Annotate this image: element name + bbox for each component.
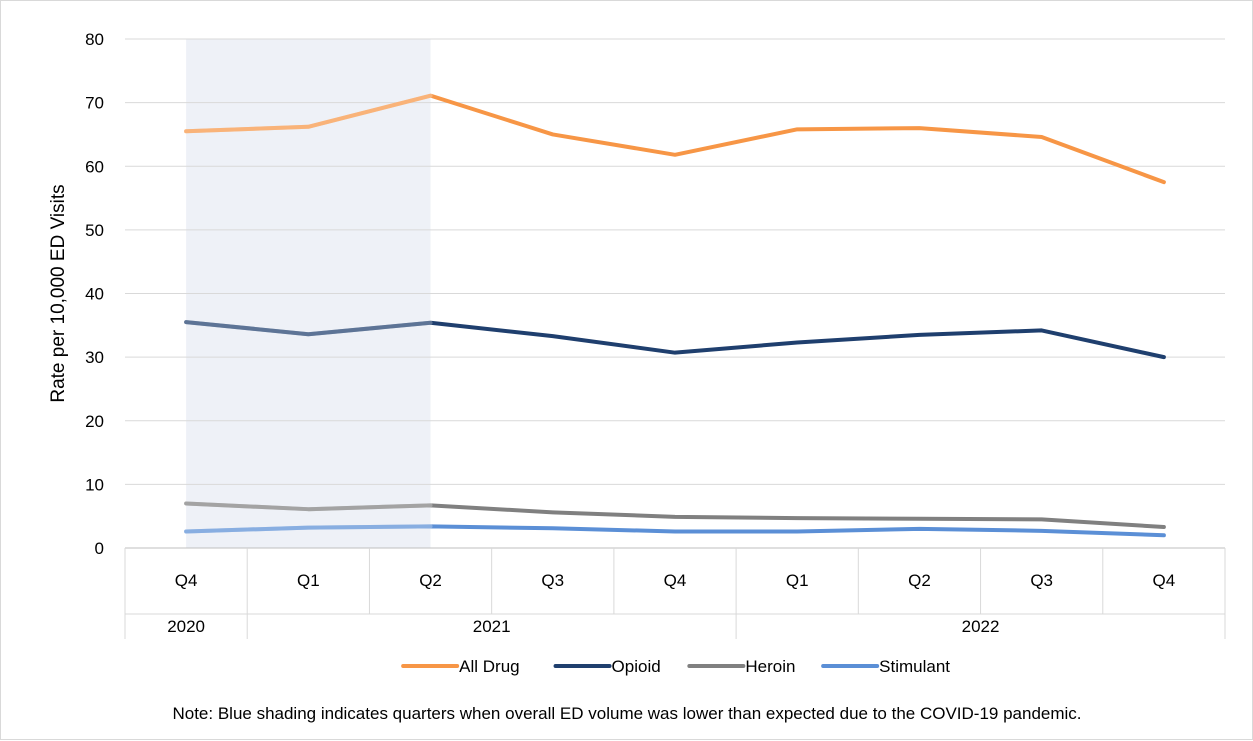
legend-item: Stimulant — [823, 657, 950, 676]
y-tick-label: 0 — [95, 539, 104, 558]
y-tick-label: 70 — [85, 94, 104, 113]
x-tick-label: Q4 — [1153, 571, 1176, 590]
x-tick-label: Q4 — [664, 571, 687, 590]
y-axis-label: Rate per 10,000 ED Visits — [48, 184, 69, 402]
x-year-label: 2020 — [167, 617, 205, 636]
y-tick-labels: 0 10 20 30 40 50 60 70 80 — [85, 30, 104, 558]
legend-label: Stimulant — [879, 657, 950, 676]
x-tick-label: Q4 — [175, 571, 198, 590]
x-year-label: 2022 — [962, 617, 1000, 636]
legend-item: Opioid — [556, 657, 661, 676]
y-tick-label: 10 — [85, 475, 104, 494]
legend-label: Heroin — [745, 657, 795, 676]
legend-item: All Drug — [403, 657, 519, 676]
x-tick-label: Q3 — [1030, 571, 1053, 590]
y-tick-label: 30 — [85, 348, 104, 367]
chart-note: Note: Blue shading indicates quarters wh… — [172, 704, 1081, 723]
y-tick-label: 50 — [85, 221, 104, 240]
y-tick-label: 60 — [85, 157, 104, 176]
x-year-label: 2021 — [473, 617, 511, 636]
x-tick-label: Q2 — [908, 571, 931, 590]
y-tick-label: 80 — [85, 30, 104, 49]
x-tick-label: Q3 — [541, 571, 564, 590]
legend: All Drug Opioid Heroin Stimulant — [403, 657, 950, 676]
x-tick-label: Q2 — [419, 571, 442, 590]
x-axis: Q4 Q1 Q2 Q3 Q4 Q1 Q2 Q3 Q4 2020 2021 2022 — [125, 548, 1225, 639]
y-tick-label: 40 — [85, 285, 104, 304]
legend-label: All Drug — [459, 657, 519, 676]
x-tick-label: Q1 — [786, 571, 809, 590]
legend-label: Opioid — [612, 657, 661, 676]
legend-item: Heroin — [689, 657, 795, 676]
y-tick-label: 20 — [85, 412, 104, 431]
x-tick-label: Q1 — [297, 571, 320, 590]
